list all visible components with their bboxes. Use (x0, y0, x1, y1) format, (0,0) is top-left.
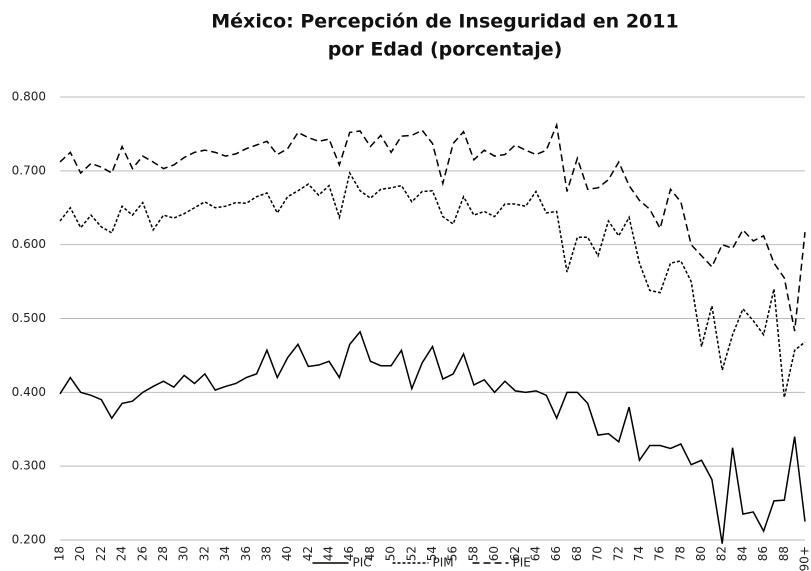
x-tick-label: 38 (259, 546, 273, 561)
x-tick-label: 44 (322, 546, 336, 561)
x-tick-label: 30 (177, 546, 191, 561)
legend-label: PIE (513, 556, 531, 570)
y-tick-label: 0.500 (12, 311, 46, 325)
x-tick-label: 56 (446, 546, 460, 561)
x-tick-label: 18 (53, 546, 67, 561)
x-tick-label: 58 (466, 546, 480, 561)
y-tick-label: 0.400 (12, 385, 46, 399)
chart-title: México: Percepción de Inseguridad en 201… (211, 11, 678, 33)
x-tick-label: 34 (218, 546, 232, 561)
y-tick-label: 0.600 (12, 237, 46, 251)
y-tick-label: 0.300 (12, 459, 46, 473)
x-tick-label: 36 (239, 546, 253, 561)
x-tick-label: 72 (611, 546, 625, 561)
series-line (59, 171, 806, 398)
x-tick-label: 70 (591, 546, 605, 561)
x-tick-label: 80 (694, 546, 708, 561)
x-tick-label: 90+ (798, 546, 811, 571)
x-tick-label: 84 (735, 546, 749, 561)
legend-label: PIM (433, 556, 454, 570)
x-tick-label: 88 (777, 546, 791, 561)
x-tick-label: 22 (94, 546, 108, 561)
x-tick-label: 26 (135, 546, 149, 561)
x-tick-label: 86 (756, 546, 770, 561)
x-tick-label: 40 (280, 546, 294, 561)
x-tick-label: 74 (632, 546, 646, 561)
x-tick-label: 48 (363, 546, 377, 561)
x-tick-label: 52 (404, 546, 418, 561)
y-tick-label: 0.200 (12, 533, 46, 547)
y-tick-label: 0.700 (12, 163, 46, 177)
x-tick-label: 32 (197, 546, 211, 561)
legend-label: PIC (353, 556, 372, 570)
x-tick-label: 24 (115, 546, 129, 561)
x-tick-label: 46 (342, 546, 356, 561)
x-tick-label: 68 (570, 546, 584, 561)
x-tick-label: 50 (384, 546, 398, 561)
x-tick-label: 42 (301, 546, 315, 561)
series-line (59, 122, 806, 332)
chart-title: por Edad (porcentaje) (328, 39, 563, 61)
x-tick-label: 64 (528, 546, 542, 561)
x-tick-label: 78 (673, 546, 687, 561)
x-tick-label: 60 (487, 546, 501, 561)
x-tick-label: 54 (425, 546, 439, 561)
x-tick-label: 76 (653, 546, 667, 561)
x-tick-label: 82 (715, 546, 729, 561)
x-tick-label: 20 (73, 546, 87, 561)
x-tick-label: 66 (549, 546, 563, 561)
series-line (59, 330, 806, 544)
y-tick-label: 0.800 (12, 90, 46, 104)
x-tick-label: 28 (156, 546, 170, 561)
x-tick-label: 62 (508, 546, 522, 561)
